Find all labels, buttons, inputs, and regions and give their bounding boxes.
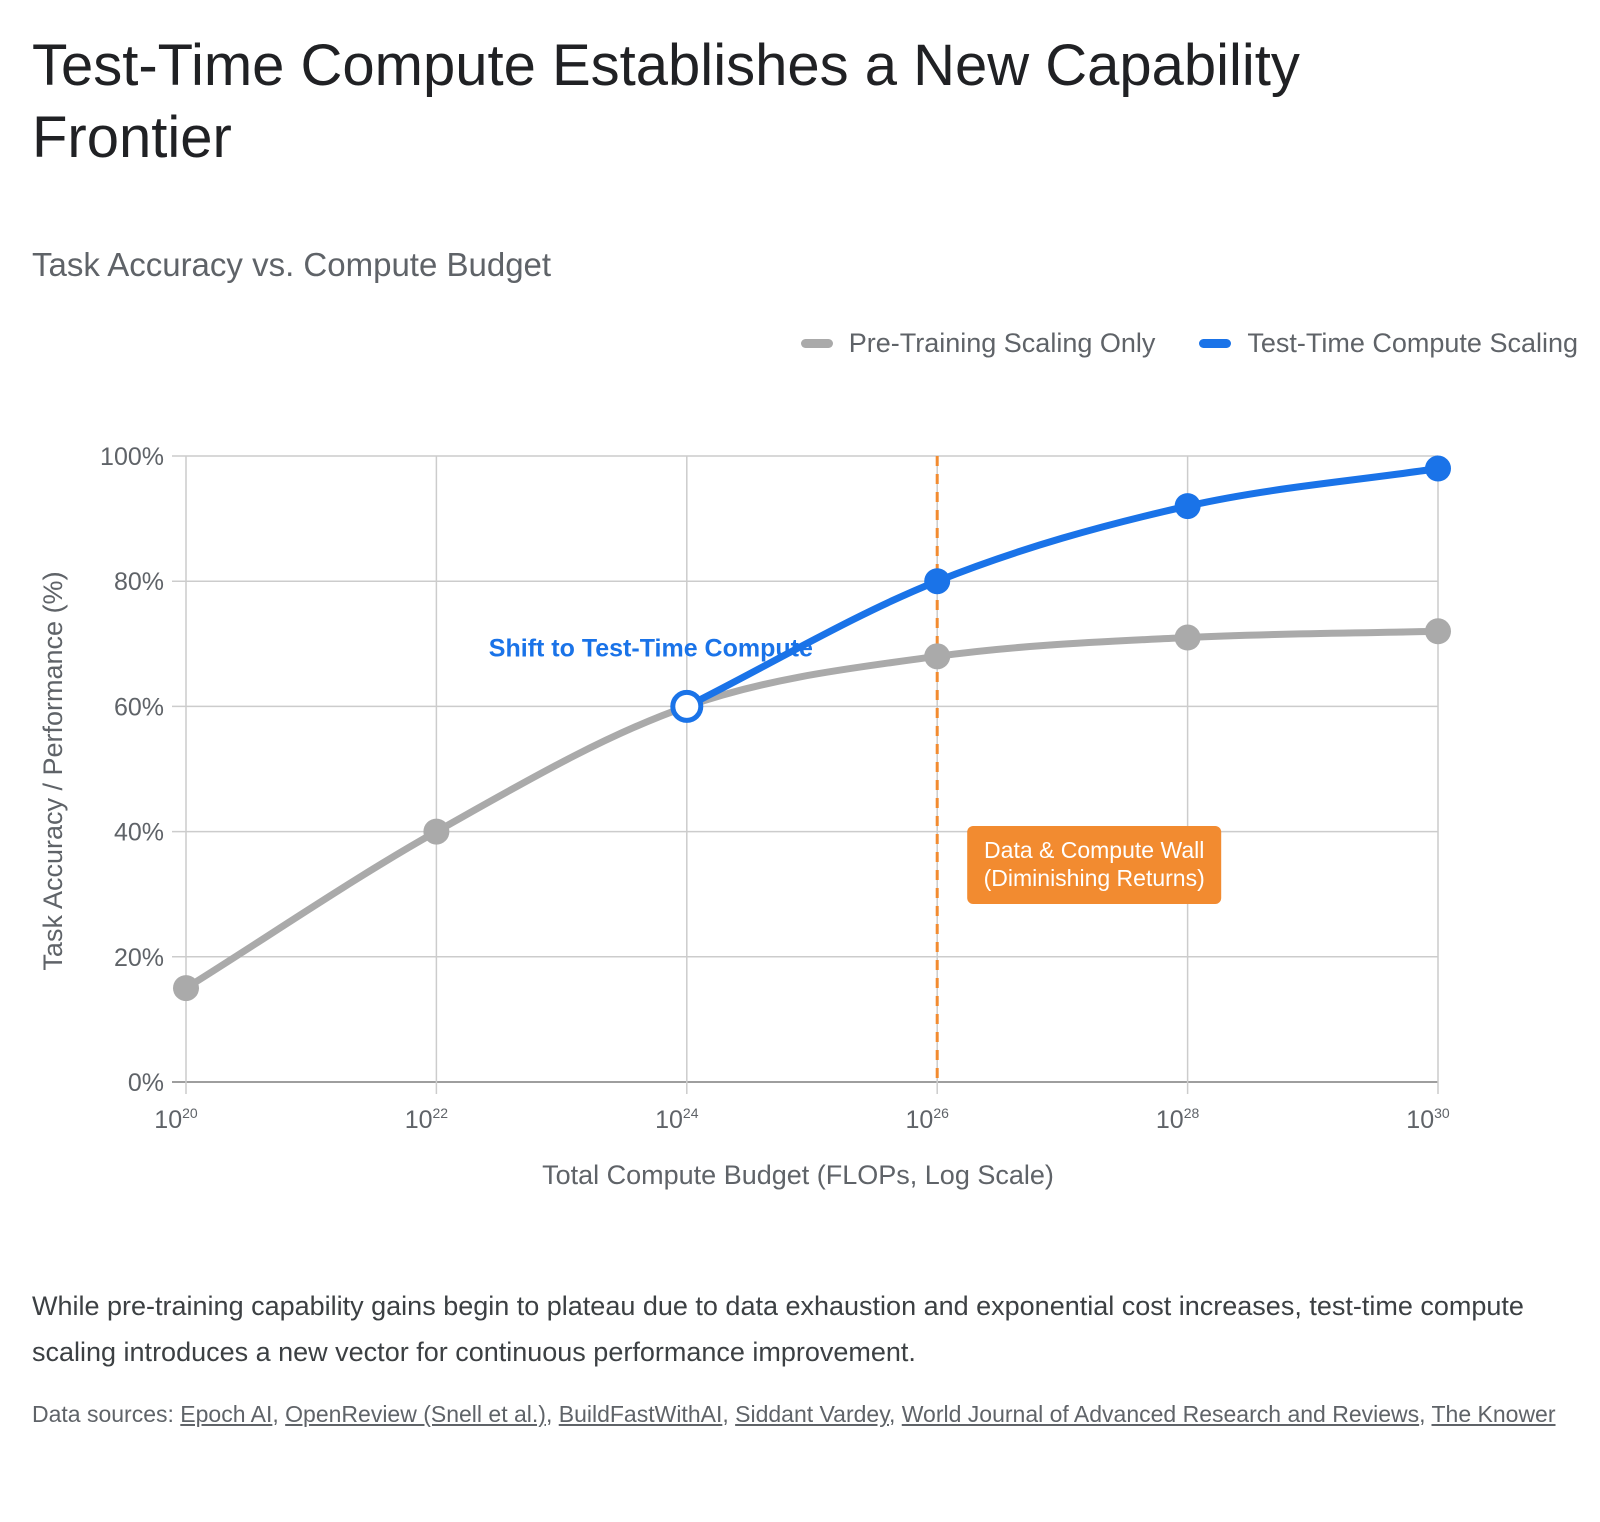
data-point-pretraining	[1174, 624, 1201, 651]
line-chart: 0% 20% 40% 60% 80% 100% 1020 1022 1024 1026 1028 10…	[38, 443, 1451, 1190]
x-tick-label: 1020	[154, 1105, 198, 1134]
legend-label-testtime: Test-Time Compute Scaling	[1247, 328, 1578, 358]
source-links: Epoch AI, OpenReview (Snell et al.), Bui…	[180, 1401, 1556, 1427]
legend-swatch-testtime	[1199, 339, 1232, 348]
data-sources: Data sources: Epoch AI, OpenReview (Snel…	[32, 1398, 1562, 1430]
y-tick-label: 40%	[114, 819, 164, 847]
y-axis-title: Task Accuracy / Performance (%)	[38, 571, 68, 970]
source-link[interactable]: BuildFastWithAI	[558, 1401, 723, 1427]
data-point-pretraining	[1425, 618, 1451, 645]
data-point-pretraining	[173, 975, 199, 1002]
data-point-testtime	[1425, 455, 1451, 482]
data-point-pretraining	[423, 818, 450, 845]
source-link[interactable]: Siddant Vardey	[735, 1401, 889, 1427]
data-point-testtime	[1174, 493, 1201, 520]
legend-swatch-pretraining	[800, 339, 833, 348]
chart-description: While pre-training capability gains begi…	[32, 1291, 1524, 1367]
y-tick-label: 60%	[114, 693, 164, 721]
chart-legend: Pre-Training Scaling Only Test-Time Comp…	[757, 328, 1578, 359]
y-tick-label: 80%	[114, 568, 164, 596]
page-title: Test-Time Compute Establishes a New Capa…	[32, 33, 1300, 170]
series-line-pretraining	[182, 627, 1442, 992]
y-tick-label: 100%	[100, 443, 164, 471]
sources-label: Data sources:	[32, 1401, 174, 1427]
legend-item-pretraining: Pre-Training Scaling Only	[800, 328, 1156, 359]
legend-label-pretraining: Pre-Training Scaling Only	[848, 328, 1156, 358]
y-tick-label: 20%	[114, 944, 164, 972]
x-tick-label: 1026	[906, 1105, 950, 1134]
source-link[interactable]: Epoch AI	[180, 1401, 273, 1427]
y-tick-label: 0%	[128, 1069, 164, 1097]
series-line-testtime	[683, 465, 1442, 710]
legend-item-testtime: Test-Time Compute Scaling	[1199, 328, 1578, 359]
source-link[interactable]: The Knower	[1431, 1401, 1556, 1427]
compute-wall-label: (Diminishing Returns)	[984, 865, 1205, 891]
compute-wall-callout	[967, 826, 1222, 904]
shift-point-marker	[670, 689, 704, 723]
source-link[interactable]: World Journal of Advanced Research and R…	[901, 1401, 1420, 1427]
chart-title: Task Accuracy vs. Compute Budget	[32, 246, 552, 283]
compute-wall-label: Data & Compute Wall	[984, 837, 1204, 863]
x-tick-label: 1022	[405, 1105, 449, 1134]
shift-annotation-label: Shift to Test-Time Compute	[489, 634, 813, 662]
x-tick-label: 1030	[1406, 1105, 1450, 1134]
x-tick-label: 1028	[1156, 1105, 1200, 1134]
data-point-pretraining	[924, 643, 951, 670]
x-tick-label: 1024	[655, 1105, 699, 1134]
source-link[interactable]: OpenReview (Snell et al.)	[285, 1401, 546, 1427]
x-axis-title: Total Compute Budget (FLOPs, Log Scale)	[542, 1160, 1054, 1190]
data-point-testtime	[924, 568, 951, 595]
